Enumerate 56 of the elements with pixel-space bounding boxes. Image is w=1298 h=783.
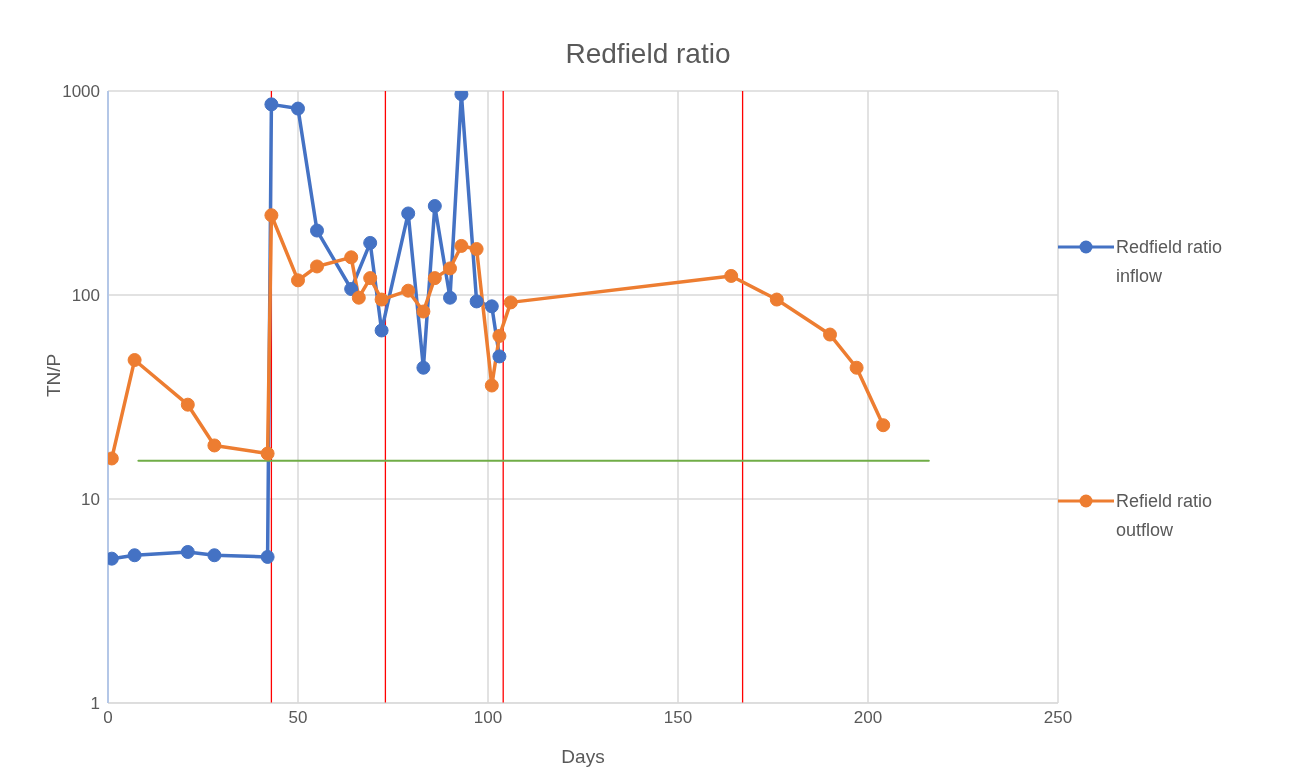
point bbox=[849, 360, 864, 375]
point bbox=[454, 238, 469, 253]
point bbox=[469, 242, 484, 257]
point bbox=[264, 97, 279, 112]
point bbox=[427, 199, 442, 214]
point bbox=[492, 349, 507, 364]
point bbox=[264, 208, 279, 223]
point bbox=[207, 438, 222, 453]
chart-title: Redfield ratio bbox=[564, 38, 732, 70]
point bbox=[484, 378, 499, 393]
point bbox=[823, 327, 837, 342]
x-axis-title: Days bbox=[561, 746, 605, 767]
point bbox=[291, 101, 305, 116]
x-tick-label: 150 bbox=[663, 708, 693, 728]
point bbox=[401, 206, 416, 221]
point bbox=[363, 235, 378, 250]
y-tick-label: 1 bbox=[90, 694, 100, 714]
point bbox=[427, 271, 442, 286]
x-tick-label: 0 bbox=[103, 708, 113, 728]
point bbox=[363, 271, 378, 286]
point bbox=[401, 283, 416, 298]
point bbox=[416, 360, 431, 375]
y-axis-title: TN/P bbox=[42, 353, 64, 397]
point bbox=[310, 259, 324, 274]
point bbox=[344, 250, 359, 265]
point bbox=[492, 328, 507, 343]
legend-label: Refield ratio outflow bbox=[1116, 489, 1214, 542]
point bbox=[207, 548, 222, 563]
point bbox=[351, 290, 366, 305]
point bbox=[180, 397, 195, 412]
point bbox=[180, 544, 195, 559]
point bbox=[127, 353, 142, 368]
y-tick-label: 10 bbox=[81, 490, 100, 510]
y-tick-label: 1000 bbox=[62, 82, 100, 102]
point bbox=[374, 323, 389, 338]
point bbox=[416, 304, 431, 319]
point bbox=[374, 292, 389, 307]
x-tick-label: 200 bbox=[853, 708, 883, 728]
point bbox=[469, 294, 484, 309]
x-tick-label: 50 bbox=[288, 708, 308, 728]
point bbox=[724, 268, 739, 283]
point bbox=[876, 418, 891, 433]
y-tick-label: 100 bbox=[71, 286, 100, 306]
point bbox=[769, 292, 784, 307]
point bbox=[484, 299, 499, 314]
point bbox=[260, 446, 275, 461]
point bbox=[503, 295, 518, 310]
legend-label: Redfield ratio inflow bbox=[1116, 235, 1224, 288]
x-tick-label: 100 bbox=[473, 708, 503, 728]
point bbox=[260, 549, 275, 564]
point bbox=[291, 273, 305, 288]
point bbox=[127, 548, 142, 563]
x-tick-label: 250 bbox=[1043, 708, 1073, 728]
point bbox=[443, 261, 457, 276]
point bbox=[443, 290, 457, 305]
point bbox=[310, 223, 324, 238]
